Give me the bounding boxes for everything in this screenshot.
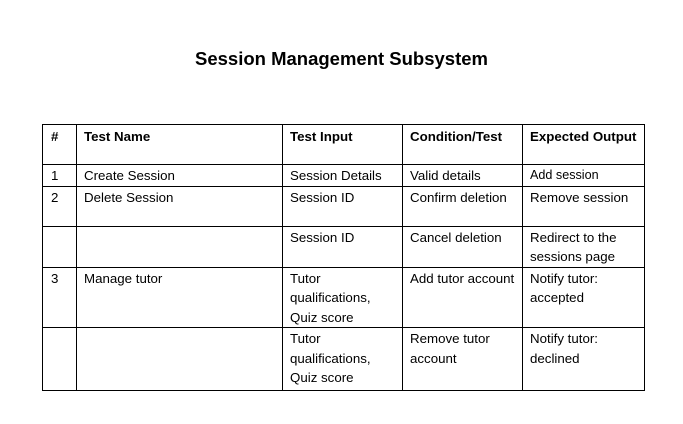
cell-expected-output: Add session: [522, 164, 645, 187]
cell-test-name: Manage tutor: [76, 266, 283, 328]
header-test-name: Test Name: [76, 124, 283, 165]
cell-condition: Valid details: [402, 164, 523, 187]
cell-test-name: Delete Session: [76, 185, 283, 227]
cell-condition: Remove tutor account: [402, 327, 523, 391]
cell-test-input: Session ID: [282, 225, 403, 268]
table-row: Session ID Cancel deletion Redirect to t…: [42, 225, 645, 268]
cell-test-input: Tutor qualifications, Quiz score: [282, 266, 403, 328]
cell-number: [42, 225, 77, 268]
cell-number: 1: [42, 164, 77, 187]
cell-number: [42, 327, 77, 391]
cell-condition: Confirm deletion: [402, 185, 523, 227]
cell-expected-output: Notify tutor: accepted: [522, 266, 645, 328]
cell-test-input: Session Details: [282, 164, 403, 187]
table-header-row: # Test Name Test Input Condition/Test Ex…: [42, 124, 645, 165]
cell-condition: Add tutor account: [402, 266, 523, 328]
cell-number: 3: [42, 266, 77, 328]
test-case-table: # Test Name Test Input Condition/Test Ex…: [42, 124, 645, 391]
page-title: Session Management Subsystem: [194, 48, 488, 69]
header-number: #: [42, 124, 77, 165]
cell-expected-output: Redirect to the sessions page: [522, 225, 645, 268]
cell-test-name: [76, 225, 283, 268]
cell-test-name: [76, 327, 283, 391]
header-expected-output: Expected Output: [522, 124, 645, 165]
table-row: 1 Create Session Session Details Valid d…: [42, 164, 645, 187]
table-row: Tutor qualifications, Quiz score Remove …: [42, 327, 645, 391]
cell-test-input: Session ID: [282, 185, 403, 227]
header-condition: Condition/Test: [402, 124, 523, 165]
table-row: 3 Manage tutor Tutor qualifications, Qui…: [42, 266, 645, 328]
cell-test-name: Create Session: [76, 164, 283, 187]
header-test-input: Test Input: [282, 124, 403, 165]
table-row: 2 Delete Session Session ID Confirm dele…: [42, 185, 645, 227]
cell-expected-output: Notify tutor: declined: [522, 327, 645, 391]
cell-expected-output: Remove session: [522, 185, 645, 227]
cell-test-input: Tutor qualifications, Quiz score: [282, 327, 403, 391]
cell-number: 2: [42, 185, 77, 227]
cell-condition: Cancel deletion: [402, 225, 523, 268]
